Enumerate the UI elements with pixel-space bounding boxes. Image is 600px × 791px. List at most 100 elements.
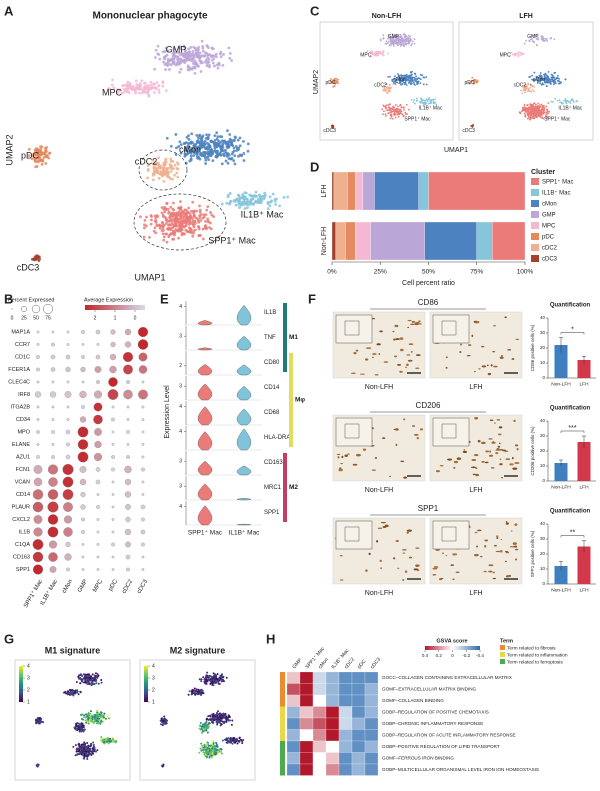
dot	[51, 455, 55, 459]
cell-point	[44, 149, 47, 153]
cell-point	[220, 750, 223, 753]
cell-point	[215, 680, 218, 683]
cell-point	[157, 53, 161, 56]
cell-point	[533, 107, 536, 109]
heatmap-cell	[312, 671, 327, 684]
cell-point	[412, 81, 415, 84]
cell-point	[162, 60, 165, 64]
cell-point	[221, 64, 225, 67]
cell-point	[35, 718, 38, 721]
violin	[236, 364, 252, 376]
cell-point	[410, 98, 413, 101]
dot	[138, 352, 148, 362]
stained-cell	[406, 531, 409, 534]
cell-point	[152, 172, 156, 176]
stained-cell	[355, 349, 359, 352]
cell-point	[380, 52, 383, 55]
dot	[96, 343, 100, 346]
cell-point	[413, 42, 416, 45]
cell-point	[100, 681, 103, 684]
cell-point	[172, 223, 176, 227]
cell-point	[405, 42, 408, 45]
stained-cell	[403, 476, 407, 479]
stained-cell	[500, 539, 503, 541]
cell-point	[178, 45, 181, 48]
cell-point	[217, 720, 220, 723]
colorbar	[144, 666, 148, 702]
cell-point	[225, 201, 229, 205]
cell-point	[100, 713, 103, 716]
stained-cell	[499, 458, 502, 461]
stained-cell	[408, 343, 414, 345]
stained-cell	[493, 325, 497, 327]
chart-title: M2 signature	[170, 645, 226, 655]
stained-cell	[340, 463, 344, 465]
cell-point	[216, 66, 220, 70]
cell-point	[206, 136, 210, 140]
cell-point	[391, 117, 394, 120]
cell-point	[169, 144, 173, 148]
cell-point	[82, 757, 85, 760]
cell-point	[543, 108, 546, 111]
cell-point	[170, 214, 174, 218]
heatmap-cell	[351, 683, 366, 696]
cell-point	[388, 111, 390, 114]
dot	[48, 552, 58, 562]
cell-point	[392, 45, 395, 47]
dot	[95, 479, 101, 485]
cluster-label: cDC3	[462, 128, 475, 134]
cell-point	[236, 138, 240, 142]
cell-point	[210, 719, 213, 722]
cell-point	[416, 83, 419, 86]
stained-cell	[496, 537, 499, 540]
cell-point	[535, 43, 538, 46]
cell-point	[545, 76, 548, 79]
cell-point	[207, 675, 210, 678]
cell-point	[400, 40, 403, 42]
cluster-label: SPP1⁺ Mac	[404, 117, 431, 123]
cell-point	[235, 740, 238, 743]
cell-point	[263, 191, 267, 195]
cell-point	[226, 738, 229, 741]
bar-segment	[418, 171, 429, 211]
cell-point	[89, 712, 92, 715]
row-label: GOMF–EXTRACELLULAR MATRIX BINDING	[382, 686, 477, 691]
cell-point	[157, 156, 160, 160]
cell-point	[76, 691, 79, 694]
cell-point	[87, 754, 90, 757]
stained-cell	[402, 579, 405, 581]
cell-point	[157, 224, 161, 228]
column-label: pDC	[108, 578, 120, 592]
stained-cell	[438, 578, 443, 581]
group-strip	[280, 672, 285, 684]
stained-cell	[499, 463, 503, 466]
dot	[51, 380, 55, 384]
cluster-label: IL1B⁺ Mac	[419, 105, 443, 111]
cell-point	[199, 61, 203, 65]
cell-point	[92, 750, 95, 753]
cell-point	[78, 749, 81, 752]
cell-point	[207, 60, 211, 64]
cell-point	[398, 113, 401, 116]
heatmap-cell	[364, 683, 379, 696]
cell-point	[138, 86, 142, 89]
stained-cell	[510, 530, 513, 532]
cell-point	[189, 157, 193, 161]
y-tick-label: 4	[179, 504, 182, 510]
cell-point	[210, 675, 213, 678]
cell-point	[88, 678, 91, 681]
umap-panel-title: LFH	[519, 13, 533, 20]
legend-swatch	[531, 200, 539, 207]
gene-label: VCAN	[15, 479, 30, 485]
cluster-label: cMon	[179, 144, 201, 154]
x-tick-label: LFH	[579, 484, 589, 490]
violin	[236, 304, 252, 326]
cell-point	[211, 747, 214, 750]
cell-point	[204, 681, 207, 684]
cell-point	[389, 103, 391, 106]
cell-point	[186, 152, 189, 156]
marker-title: SPP1	[418, 504, 439, 513]
cell-point	[560, 101, 563, 104]
cell-point	[530, 90, 533, 93]
cell-point	[396, 113, 398, 115]
